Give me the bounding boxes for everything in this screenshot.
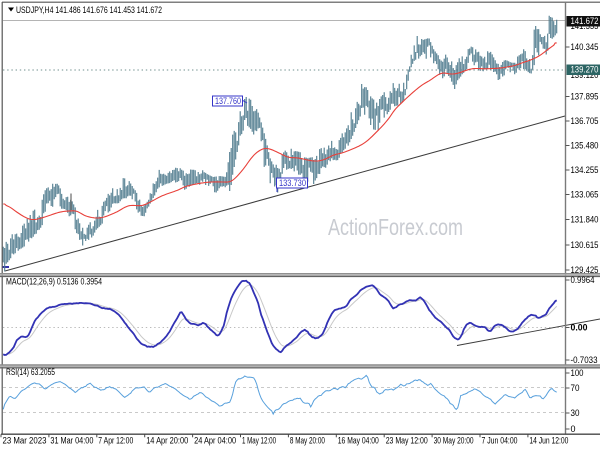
svg-text:7 Apr 12:00: 7 Apr 12:00 [98,436,133,446]
svg-text:ActionForex.com: ActionForex.com [328,214,463,240]
svg-text:131.840: 131.840 [571,215,599,225]
svg-text:23 May 12:00: 23 May 12:00 [386,436,428,446]
svg-text:1 May 12:00: 1 May 12:00 [242,436,276,446]
svg-text:-0.7033: -0.7033 [571,355,598,365]
svg-text:134.255: 134.255 [571,165,599,175]
svg-text:0: 0 [571,424,576,434]
svg-text:8 May 20:00: 8 May 20:00 [290,436,325,446]
svg-text:24 Apr 04:00: 24 Apr 04:00 [194,436,236,446]
svg-text:130.615: 130.615 [571,240,599,250]
svg-text:139.270: 139.270 [571,65,599,75]
svg-text:RSI(14) 63.2055: RSI(14) 63.2055 [6,367,55,377]
svg-text:100: 100 [571,368,584,378]
svg-text:MACD(12,26,9) 0.5136 0.3954: MACD(12,26,9) 0.5136 0.3954 [6,277,102,287]
svg-text:136.705: 136.705 [571,116,599,126]
svg-text:141.672: 141.672 [571,16,599,26]
svg-text:30 May 20:00: 30 May 20:00 [434,436,474,446]
svg-text:137.760: 137.760 [215,96,241,106]
svg-text:133.065: 133.065 [571,190,599,200]
svg-text:137.895: 137.895 [571,92,599,102]
svg-text:135.480: 135.480 [571,141,599,151]
svg-text:140.345: 140.345 [571,42,599,52]
svg-text:0.9964: 0.9964 [571,275,595,285]
svg-text:USDJPY,H4 141.486 141.676 141: USDJPY,H4 141.486 141.676 141.453 141.67… [16,5,162,15]
svg-text:14 Apr 20:00: 14 Apr 20:00 [146,436,188,446]
svg-text:7 Jun 04:00: 7 Jun 04:00 [482,436,518,446]
svg-text:23 Mar 2023: 23 Mar 2023 [3,436,47,446]
svg-text:14 Jun 12:00: 14 Jun 12:00 [529,436,568,446]
svg-text:70: 70 [571,383,580,393]
svg-text:30: 30 [571,408,580,418]
svg-text:129.425: 129.425 [571,265,599,275]
svg-text:133.730: 133.730 [279,178,306,188]
svg-text:16 May 04:00: 16 May 04:00 [338,436,379,446]
svg-text:0.00: 0.00 [571,323,588,333]
svg-text:31 Mar 04:00: 31 Mar 04:00 [50,436,93,446]
